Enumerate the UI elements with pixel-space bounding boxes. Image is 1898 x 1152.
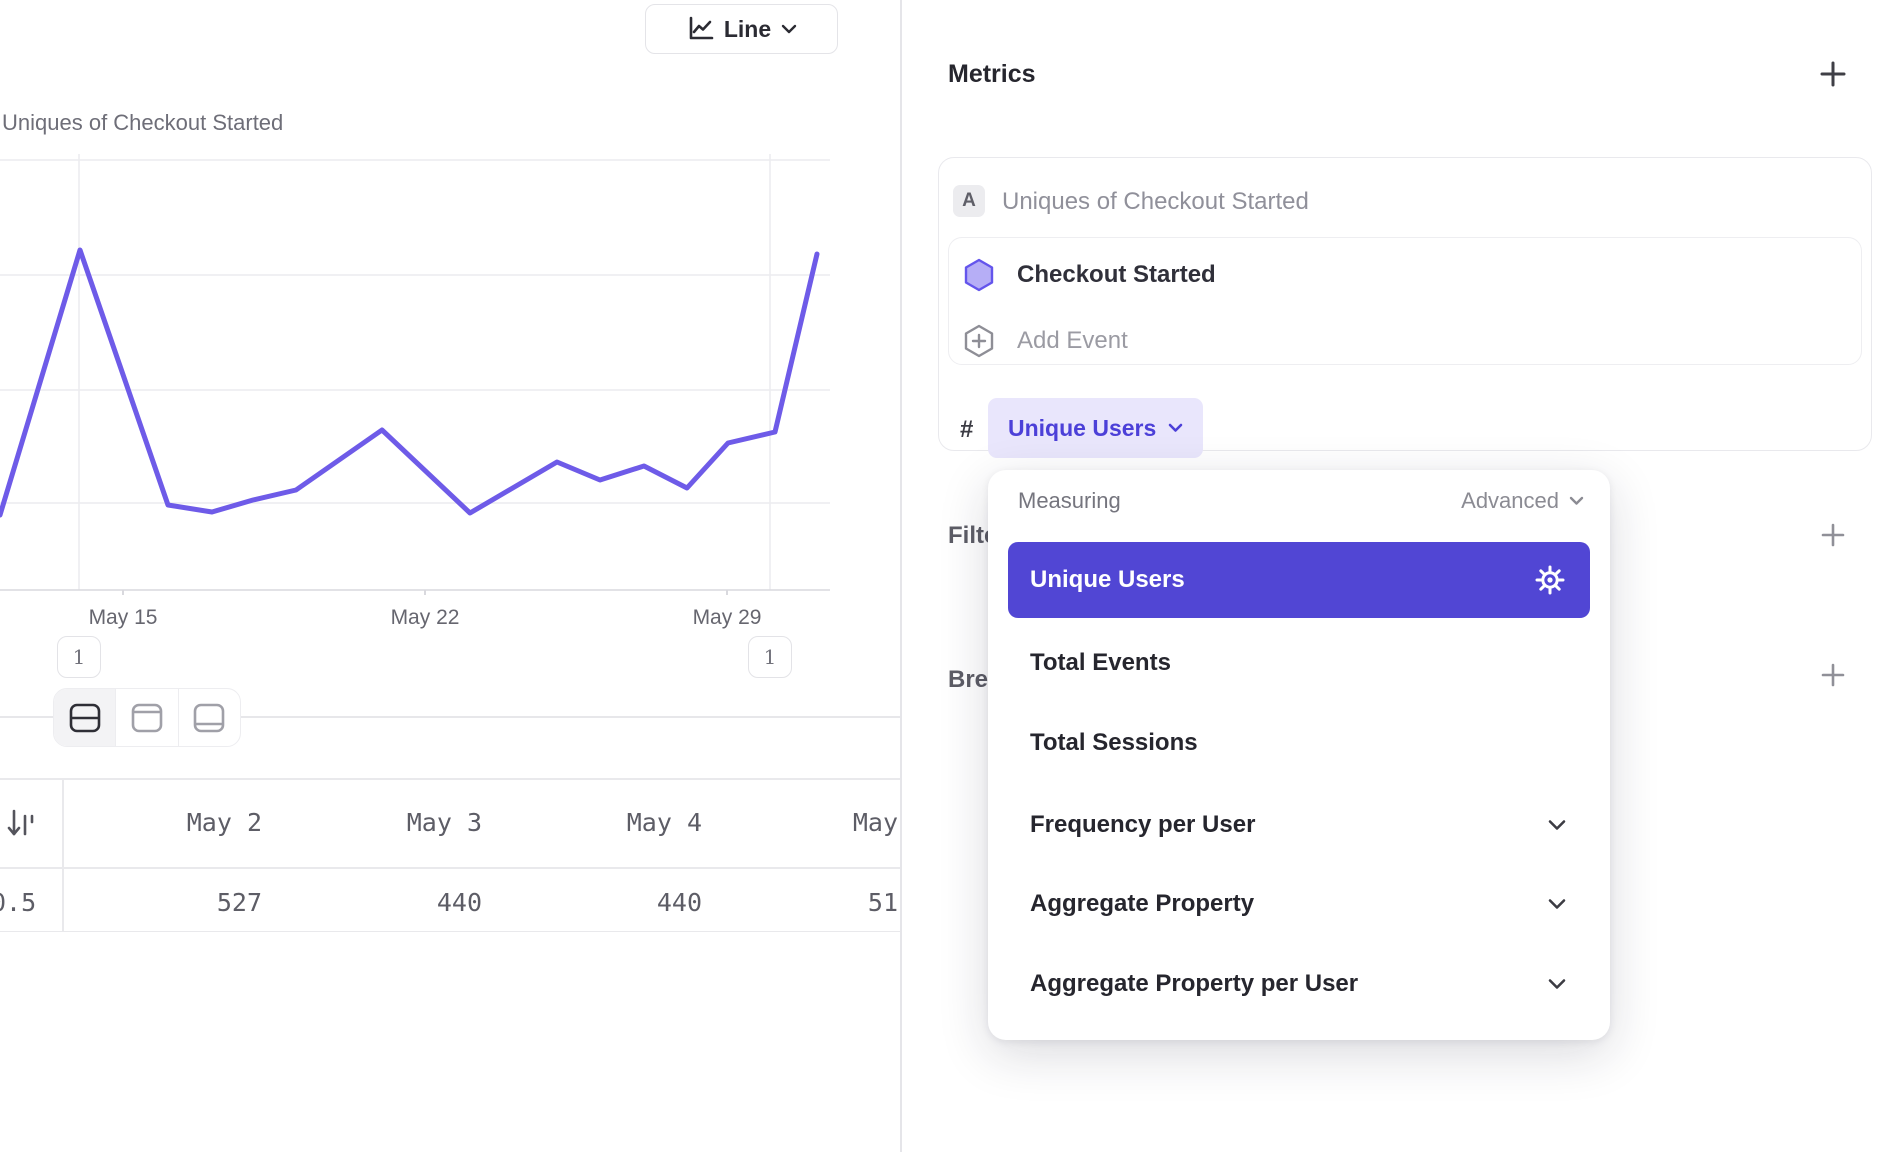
option-label: Total Sessions: [1030, 729, 1198, 756]
table-value-cell: 440: [656, 888, 702, 917]
plus-icon: [1820, 61, 1846, 87]
chart-only-view-button[interactable]: [115, 689, 177, 746]
x-axis-tick-label: May 29: [692, 606, 762, 629]
line-chart-icon: [689, 16, 714, 40]
option-label: Aggregate Property: [1030, 890, 1255, 917]
annotation-badge[interactable]: 1: [748, 636, 792, 678]
chevron-down-icon: [1548, 899, 1566, 909]
bottom-panel-view-icon: [194, 703, 225, 732]
event-hexagon-icon: [964, 258, 994, 292]
sort-rows-icon[interactable]: [5, 806, 35, 840]
add-event-button[interactable]: Add Event: [1017, 327, 1128, 354]
measuring-option-total-events[interactable]: Total Events: [1008, 625, 1590, 701]
event-name[interactable]: Checkout Started: [1017, 261, 1216, 288]
option-label: Total Events: [1030, 649, 1171, 676]
measuring-option-total-sessions[interactable]: Total Sessions: [1008, 705, 1590, 781]
chevron-down-icon: [781, 24, 797, 34]
section-divider: [0, 716, 900, 718]
measuring-option-aggregate-property[interactable]: Aggregate Property: [1008, 866, 1590, 942]
plus-icon: [1821, 523, 1845, 547]
chevron-down-icon: [1168, 423, 1183, 432]
annotation-badge[interactable]: 1: [57, 636, 101, 678]
table-frozen-value: 0.5: [0, 888, 37, 917]
metric-line-series: [0, 247, 820, 518]
table-column-header[interactable]: May: [852, 808, 898, 837]
results-table: 0.5 May 2 527 May 3 440 May 4 440 May 51: [0, 778, 900, 932]
top-panel-view-icon: [131, 703, 163, 732]
view-layout-toggle: [53, 688, 241, 747]
count-symbol: #: [960, 416, 974, 443]
table-only-view-button[interactable]: [177, 689, 240, 746]
split-view-icon: [69, 703, 100, 732]
line-chart-plot[interactable]: [0, 150, 830, 595]
table-column-header[interactable]: May 4: [626, 808, 702, 837]
chart-type-label: Line: [723, 15, 772, 42]
add-breakdown-button[interactable]: [1816, 658, 1850, 692]
x-axis-tick-label: May 22: [390, 606, 460, 629]
measurement-pill-label: Unique Users: [1008, 414, 1157, 441]
table-value-cell: 527: [216, 888, 262, 917]
advanced-toggle[interactable]: Advanced: [1461, 488, 1584, 514]
panel-divider: [900, 0, 902, 1152]
plus-icon: [1821, 663, 1845, 687]
event-card: [948, 237, 1862, 365]
chevron-down-icon: [1548, 820, 1566, 830]
add-filter-button[interactable]: [1816, 518, 1850, 552]
metrics-heading: Metrics: [948, 60, 1036, 88]
x-axis-tick-label: May 15: [88, 606, 158, 629]
metric-card-title[interactable]: Uniques of Checkout Started: [1002, 188, 1309, 215]
measuring-dropdown: Measuring Advanced Unique Users Total Eve…: [988, 470, 1610, 1040]
metric-card: [938, 157, 1872, 451]
add-event-hexagon-icon: [964, 324, 994, 358]
measuring-option-aggregate-property-per-user[interactable]: Aggregate Property per User: [1008, 946, 1590, 1022]
table-value-cell: 51: [867, 888, 898, 917]
measurement-selector-pill[interactable]: Unique Users: [988, 398, 1204, 458]
option-label: Frequency per User: [1030, 811, 1256, 838]
measuring-option-unique-users[interactable]: Unique Users: [1008, 542, 1590, 618]
chevron-down-icon: [1569, 496, 1584, 505]
chart-type-button[interactable]: Line: [645, 4, 838, 54]
option-label: Unique Users: [1030, 566, 1185, 593]
measuring-label: Measuring: [1018, 488, 1121, 513]
measuring-option-frequency-per-user[interactable]: Frequency per User: [1008, 787, 1590, 863]
table-column-header[interactable]: May 2: [186, 808, 262, 837]
option-label: Aggregate Property per User: [1030, 970, 1359, 997]
split-view-button[interactable]: [54, 689, 116, 746]
gear-icon[interactable]: [1534, 564, 1566, 596]
table-column-header[interactable]: May 3: [406, 808, 482, 837]
metric-letter-badge: A: [953, 185, 985, 217]
add-metric-button[interactable]: [1816, 57, 1850, 91]
chart-title: Uniques of Checkout Started: [2, 110, 284, 135]
chevron-down-icon: [1548, 979, 1566, 989]
table-value-cell: 440: [436, 888, 482, 917]
